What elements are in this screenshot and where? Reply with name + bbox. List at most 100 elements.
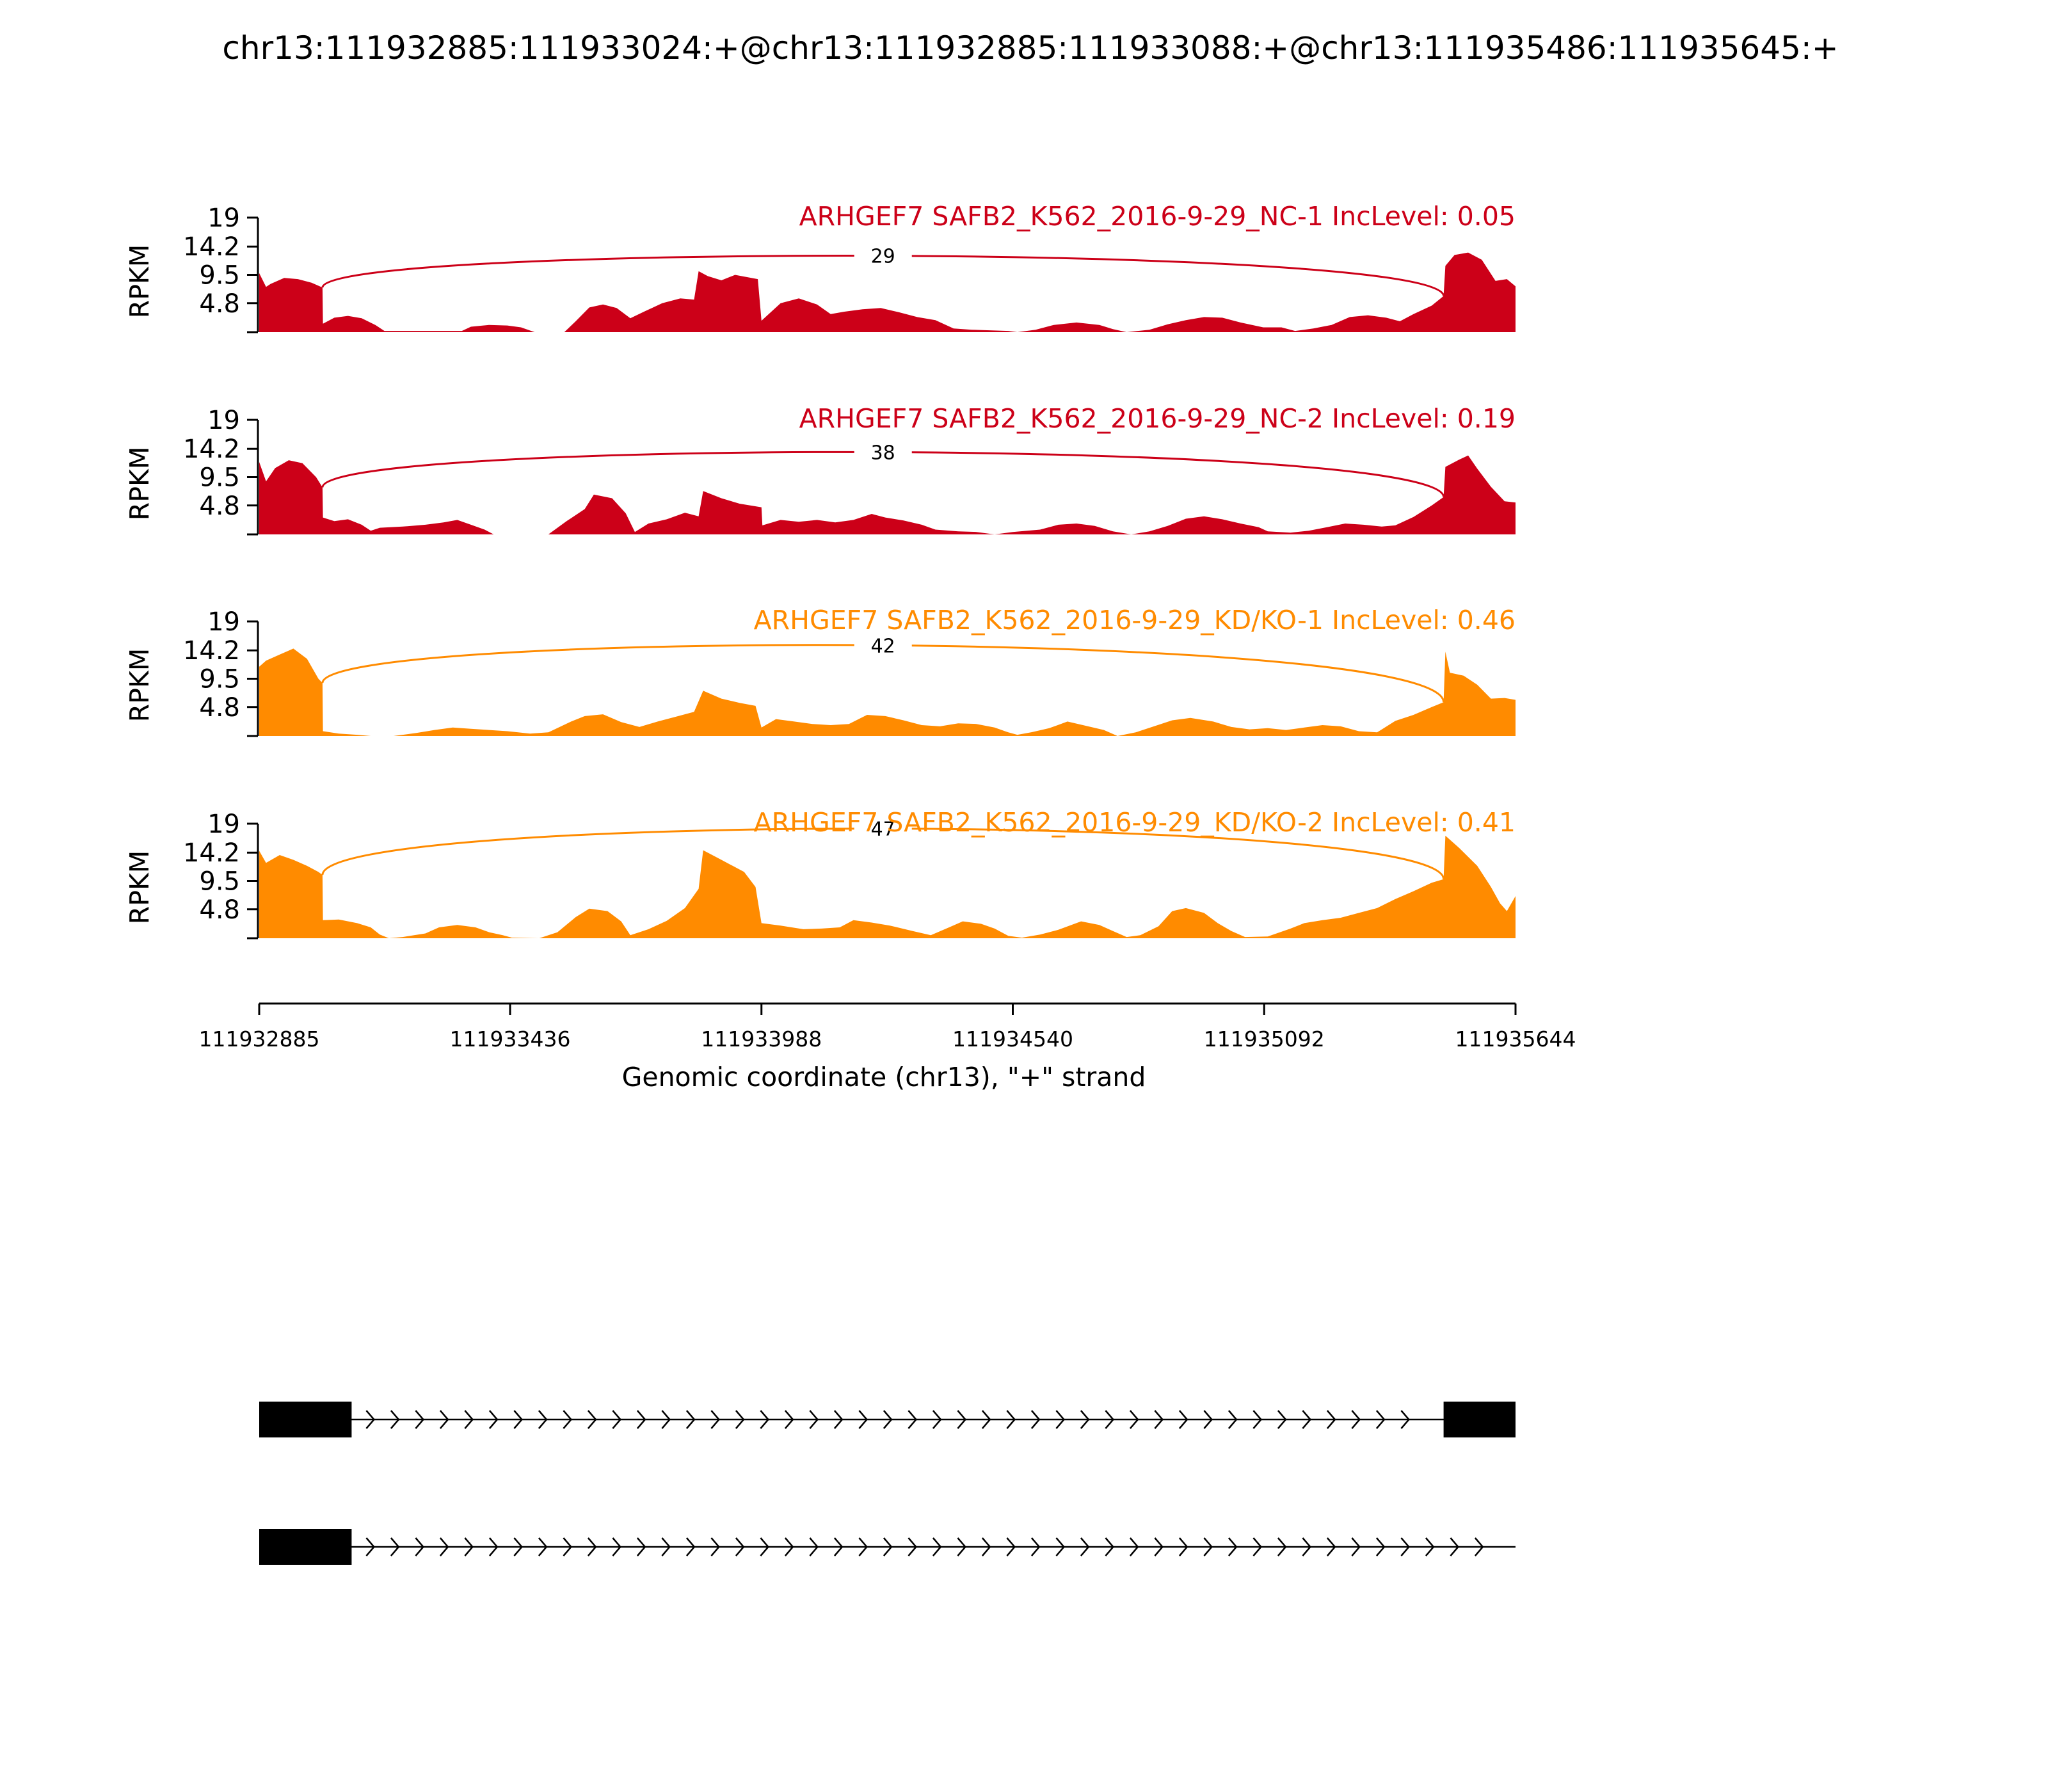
- track-label: ARHGEF7 SAFB2_K562_2016-9-29_NC-2 IncLev…: [799, 403, 1516, 434]
- coverage-area: [259, 252, 1516, 332]
- y-tick-label: 9.5: [199, 867, 240, 897]
- strand-arrow: [488, 1410, 499, 1429]
- exon: [259, 1402, 352, 1437]
- strand-arrow: [1277, 1537, 1287, 1556]
- isoform-2: [259, 1529, 1516, 1565]
- track-label: ARHGEF7 SAFB2_K562_2016-9-29_KD/KO-1 Inc…: [754, 605, 1516, 636]
- coverage-area: [259, 648, 1516, 736]
- x-axis-label: Genomic coordinate (chr13), "+" strand: [622, 1062, 1146, 1092]
- strand-arrow: [1228, 1537, 1238, 1556]
- strand-arrow: [932, 1410, 942, 1429]
- strand-arrow: [1203, 1537, 1213, 1556]
- y-tick-label: 9.5: [199, 463, 240, 493]
- y-tick-label: 19: [207, 406, 240, 435]
- strand-arrow: [587, 1537, 597, 1556]
- strand-arrow: [1006, 1537, 1016, 1556]
- strand-arrow: [1055, 1410, 1066, 1429]
- x-tick-label: 111935092: [1204, 1027, 1325, 1052]
- coverage-tracks: 29 ARHGEF7 SAFB2_K562_2016-9-29_NC-1 IncL…: [124, 201, 1516, 940]
- strand-arrow: [563, 1410, 573, 1429]
- y-tick-label: 9.5: [199, 261, 240, 291]
- track-label: ARHGEF7 SAFB2_K562_2016-9-29_KD/KO-2 Inc…: [754, 807, 1516, 838]
- strand-arrow: [1105, 1410, 1115, 1429]
- strand-arrow: [957, 1537, 967, 1556]
- strand-arrow: [685, 1537, 696, 1556]
- strand-arrow: [1030, 1410, 1041, 1429]
- strand-arrow: [415, 1537, 425, 1556]
- y-tick-label: 14.2: [183, 435, 240, 464]
- junction-count: 42: [871, 635, 895, 657]
- track-2: 38 ARHGEF7 SAFB2_K562_2016-9-29_NC-2 IncL…: [124, 403, 1516, 536]
- strand-arrow: [636, 1537, 646, 1556]
- y-tick-label: 4.8: [199, 492, 240, 521]
- strand-arrow: [563, 1537, 573, 1556]
- strand-arrow: [439, 1410, 449, 1429]
- gene-model: [259, 1402, 1516, 1565]
- strand-arrow: [957, 1410, 967, 1429]
- x-tick-label: 111933988: [701, 1027, 822, 1052]
- y-axis-label: RPKM: [124, 244, 155, 318]
- strand-arrow: [809, 1537, 819, 1556]
- strand-arrow: [760, 1537, 770, 1556]
- strand-arrow: [1351, 1537, 1361, 1556]
- junction-count: 38: [871, 442, 895, 464]
- strand-arrow: [735, 1410, 745, 1429]
- strand-arrow: [415, 1410, 425, 1429]
- strand-arrow: [1277, 1410, 1287, 1429]
- junction-count-bg: [854, 634, 912, 657]
- track-label: ARHGEF7 SAFB2_K562_2016-9-29_NC-1 IncLev…: [799, 201, 1516, 232]
- y-tick-label: 14.2: [183, 636, 240, 666]
- strand-arrow: [809, 1410, 819, 1429]
- strand-arrow: [1030, 1537, 1041, 1556]
- strand-arrow: [1252, 1410, 1263, 1429]
- strand-arrow: [908, 1537, 918, 1556]
- y-tick-label: 4.8: [199, 693, 240, 723]
- strand-arrow: [1302, 1537, 1312, 1556]
- y-tick-label: 19: [207, 607, 240, 637]
- strand-arrow: [1129, 1410, 1139, 1429]
- strand-arrow: [538, 1410, 548, 1429]
- strand-arrow: [1178, 1410, 1188, 1429]
- x-tick-label: 111935644: [1455, 1027, 1576, 1052]
- strand-arrow: [1228, 1410, 1238, 1429]
- strand-arrow: [390, 1537, 400, 1556]
- exon: [1443, 1402, 1516, 1437]
- strand-arrow: [883, 1537, 893, 1556]
- x-tick-label: 111932885: [199, 1027, 320, 1052]
- strand-arrow: [1450, 1537, 1460, 1556]
- strand-arrow: [1351, 1410, 1361, 1429]
- strand-arrow: [1252, 1537, 1263, 1556]
- strand-arrow: [1080, 1537, 1090, 1556]
- strand-arrow: [612, 1537, 622, 1556]
- x-axis: 111932885 111933436 111933988 111934540 1119…: [199, 1002, 1576, 1052]
- junction-count-bg: [854, 244, 912, 268]
- strand-arrow: [1055, 1537, 1066, 1556]
- strand-arrow: [513, 1537, 524, 1556]
- y-tick-label: 14.2: [183, 232, 240, 262]
- junction-count: 47: [871, 819, 895, 841]
- strand-arrow: [464, 1537, 474, 1556]
- strand-arrow: [1326, 1537, 1336, 1556]
- strand-arrow: [661, 1537, 671, 1556]
- strand-arrow: [883, 1410, 893, 1429]
- strand-arrow: [784, 1537, 794, 1556]
- y-tick-label: 14.2: [183, 838, 240, 868]
- x-tick-label: 111933436: [450, 1027, 571, 1052]
- strand-arrow: [710, 1537, 721, 1556]
- strand-arrow: [710, 1410, 721, 1429]
- strand-arrow: [1105, 1537, 1115, 1556]
- strand-arrow: [1400, 1537, 1411, 1556]
- strand-arrow: [1154, 1537, 1164, 1556]
- strand-arrow: [784, 1410, 794, 1429]
- x-tick-label: 111934540: [952, 1027, 1073, 1052]
- strand-arrow: [439, 1537, 449, 1556]
- y-axis-label: RPKM: [124, 648, 155, 722]
- main-title: chr13:111932885:111933024:+@chr13:111932…: [222, 29, 1838, 67]
- y-tick-label: 19: [207, 810, 240, 839]
- coverage-area: [259, 835, 1516, 938]
- y-tick-label: 4.8: [199, 289, 240, 319]
- strand-arrow: [1375, 1410, 1386, 1429]
